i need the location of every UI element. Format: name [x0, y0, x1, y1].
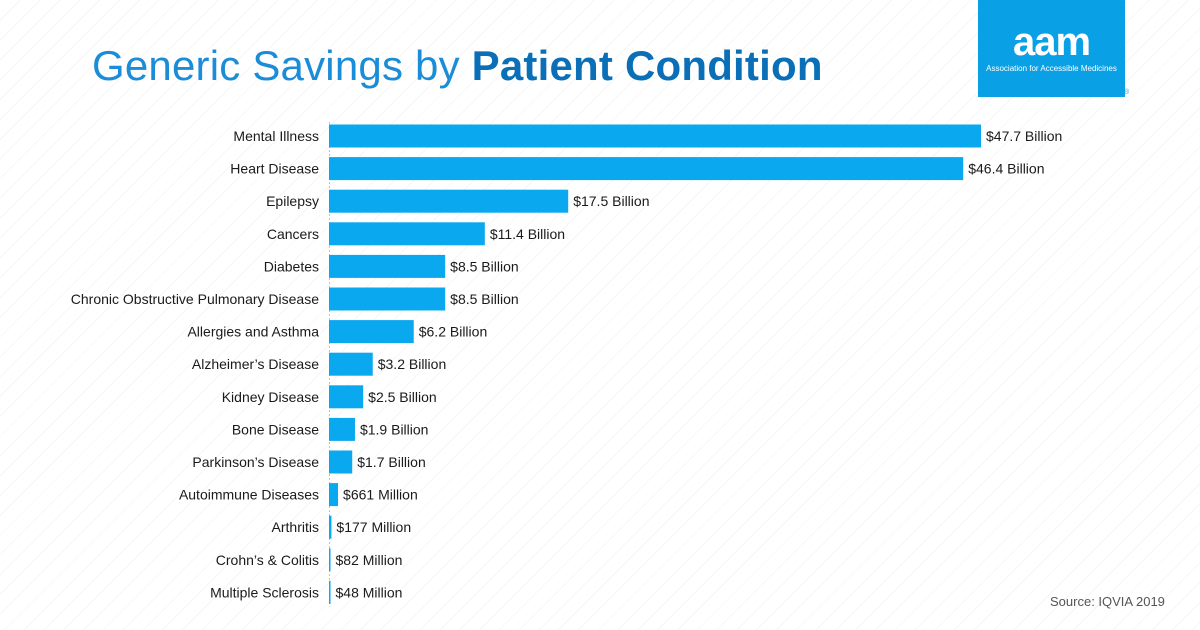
category-label: Crohn’s & Colitis	[216, 552, 319, 568]
category-label: Kidney Disease	[222, 389, 319, 405]
category-label: Bone Disease	[232, 421, 319, 437]
category-label: Allergies and Asthma	[187, 324, 319, 340]
value-label: $48 Million	[336, 584, 403, 600]
value-label: $1.7 Billion	[357, 454, 426, 470]
category-label: Diabetes	[264, 258, 319, 274]
category-label: Heart Disease	[230, 161, 319, 177]
category-label: Arthritis	[272, 519, 319, 535]
value-label: $661 Million	[343, 487, 418, 503]
value-label: $8.5 Billion	[450, 291, 518, 307]
value-label: $8.5 Billion	[450, 258, 518, 274]
bar	[329, 548, 331, 572]
value-label: $82 Million	[336, 552, 403, 568]
registered-mark: ®	[1124, 89, 1130, 96]
category-label: Epilepsy	[266, 193, 319, 209]
logo-mark: aam	[1012, 20, 1091, 64]
category-label: Cancers	[267, 226, 319, 242]
category-label: Alzheimer’s Disease	[192, 356, 319, 372]
source-note: Source: IQVIA 2019	[1050, 594, 1165, 609]
value-label: $11.4 Billion	[490, 226, 565, 242]
bar	[329, 385, 364, 409]
category-label: Multiple Sclerosis	[210, 584, 319, 600]
value-label: $2.5 Billion	[368, 389, 437, 405]
category-label: Mental Illness	[233, 128, 319, 144]
bar	[329, 483, 339, 507]
value-label: $3.2 Billion	[378, 356, 447, 372]
category-label: Parkinson’s Disease	[192, 454, 319, 470]
chart-title-light: Generic Savings by	[92, 42, 472, 89]
bar	[329, 254, 446, 278]
bar	[329, 287, 446, 311]
value-label: $47.7 Billion	[986, 128, 1062, 144]
logo-subtitle: Association for Accessible Medicines	[986, 64, 1117, 73]
value-label: $177 Million	[336, 519, 411, 535]
bar	[329, 157, 964, 181]
bar	[329, 189, 569, 213]
bar	[329, 450, 353, 474]
value-label: $17.5 Billion	[573, 193, 649, 209]
bar	[329, 124, 981, 148]
category-label: Autoimmune Diseases	[179, 487, 319, 503]
value-label: $1.9 Billion	[360, 421, 429, 437]
bar	[329, 352, 373, 376]
bar	[329, 580, 331, 604]
bar	[329, 417, 355, 441]
chart-title-bold: Patient Condition	[471, 42, 823, 89]
value-label: $6.2 Billion	[419, 324, 488, 340]
bar	[329, 320, 414, 344]
bar	[329, 515, 332, 539]
aam-logo: aam Association for Accessible Medicines	[978, 0, 1125, 97]
value-label: $46.4 Billion	[968, 161, 1044, 177]
bar	[329, 222, 485, 246]
category-label: Chronic Obstructive Pulmonary Disease	[71, 291, 319, 307]
chart-title: Generic Savings by Patient Condition	[92, 42, 823, 90]
